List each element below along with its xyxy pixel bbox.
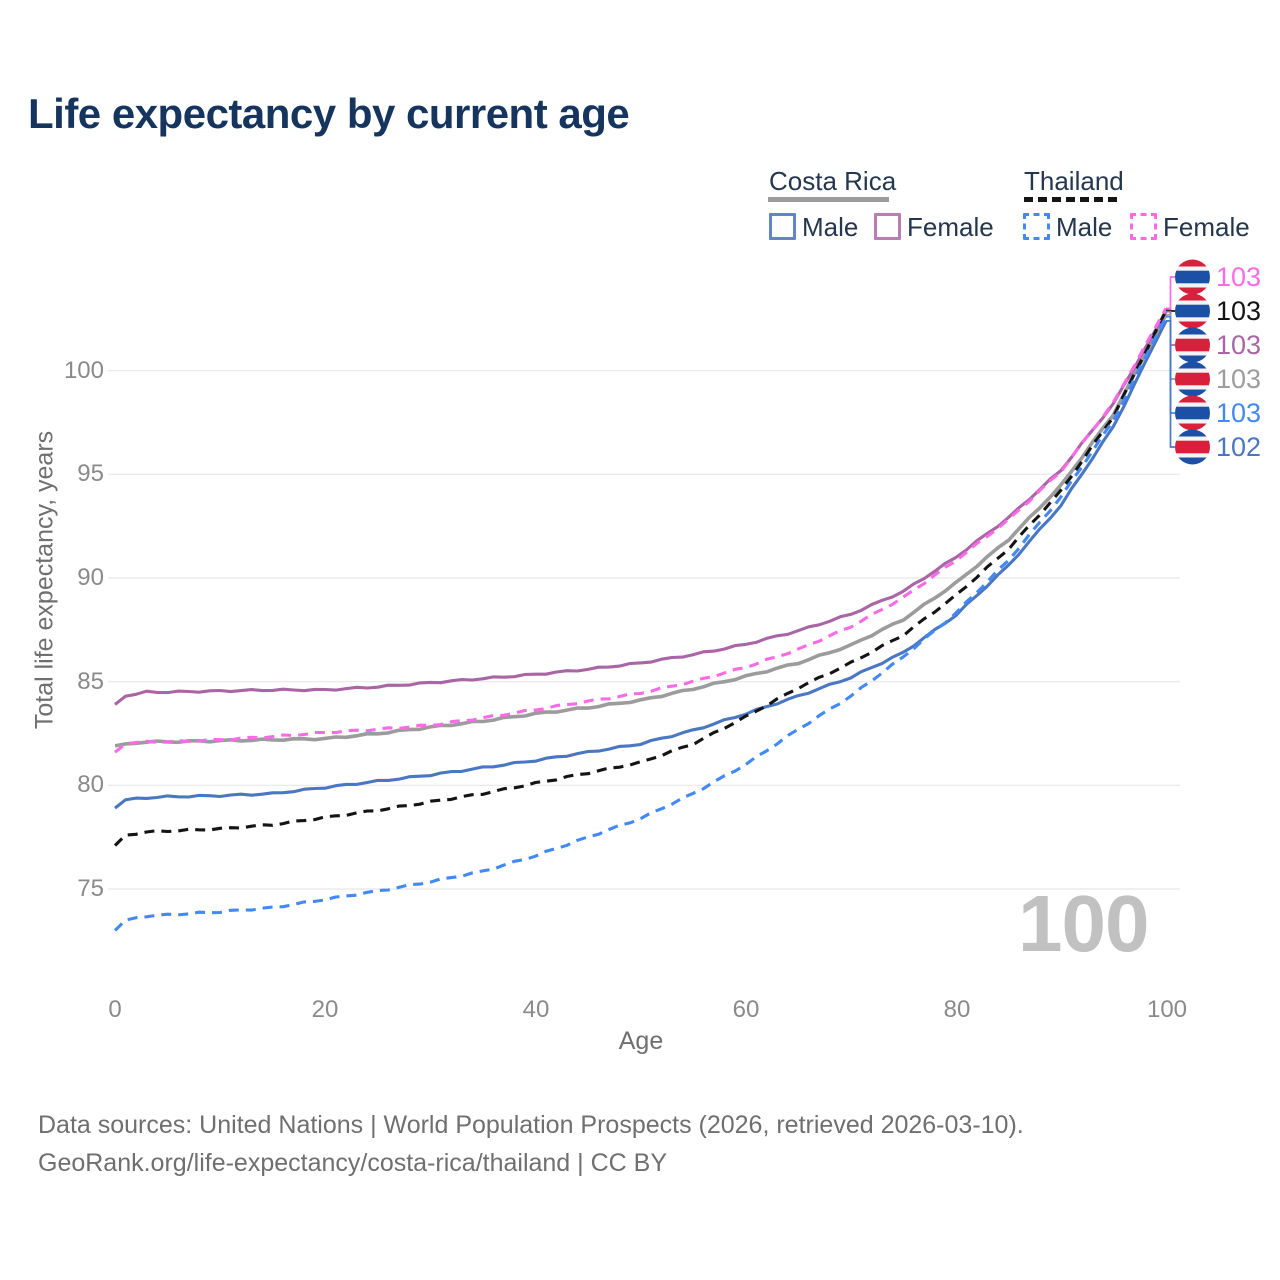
- legend-group-thailand: Thailand: [1024, 166, 1124, 196]
- x-tick-40: 40: [522, 996, 550, 1023]
- end-label-connector: [1166, 320, 1175, 448]
- series-line-thailand[interactable]: [113, 309, 1168, 847]
- end-value-thailand-male: 103: [1216, 398, 1262, 428]
- legend-item-label: Male: [1056, 212, 1113, 242]
- legend-item-thailand-female[interactable]: Female: [1130, 212, 1250, 242]
- y-tick-100: 100: [63, 357, 104, 384]
- legend-underline-dashed: [1024, 197, 1121, 202]
- attribution-note: GeoRank.org/life-expectancy/costa-rica/t…: [38, 1149, 668, 1177]
- y-axis-title: Total life expectancy, years: [30, 430, 59, 730]
- legend-swatch-icon[interactable]: [769, 213, 796, 240]
- x-tick-60: 60: [732, 996, 760, 1023]
- flag-icon-costa-rica: [1175, 361, 1210, 397]
- legend-group-costa-rica: Costa Rica: [769, 166, 897, 196]
- series-line-thailand-male[interactable]: [113, 316, 1168, 932]
- legend-item-costa-rica-female[interactable]: Female: [874, 212, 994, 242]
- end-label-connector: [1166, 276, 1175, 310]
- x-tick-100: 100: [1146, 996, 1188, 1023]
- x-tick-20: 20: [311, 996, 339, 1023]
- flag-icon-thailand: [1175, 395, 1210, 431]
- legend-item-thailand-male[interactable]: Male: [1023, 212, 1118, 242]
- legend-swatch-icon[interactable]: [874, 213, 901, 240]
- series-line-costa-rica-male[interactable]: [114, 320, 1168, 810]
- series-line-thailand-female[interactable]: [114, 307, 1168, 754]
- y-tick-95: 95: [77, 460, 104, 487]
- x-tick-80: 80: [943, 996, 971, 1023]
- legend-item-label: Male: [802, 212, 859, 242]
- legend-swatch-icon[interactable]: [1023, 213, 1050, 240]
- end-value-thailand-overall: 103: [1216, 296, 1262, 326]
- flag-icon-costa-rica: [1175, 327, 1210, 363]
- series-line-costa-rica-female[interactable]: [114, 310, 1168, 706]
- flag-icon-thailand: [1175, 293, 1210, 329]
- legend-underline-solid: [768, 197, 889, 202]
- legend-swatch-icon[interactable]: [1130, 213, 1157, 240]
- legend-item-label: Female: [907, 212, 994, 242]
- legend-item-costa-rica-male[interactable]: Male: [769, 212, 864, 242]
- end-value-costa-rica-female: 103: [1216, 330, 1262, 360]
- end-value-costa-rica-male: 102: [1216, 432, 1262, 462]
- series-line-costa-rica[interactable]: [114, 313, 1168, 748]
- y-tick-85: 85: [77, 668, 104, 695]
- y-tick-90: 90: [77, 564, 104, 591]
- end-value-costa-rica-overall: 103: [1216, 364, 1262, 394]
- x-axis-title: Age: [618, 1027, 664, 1055]
- end-value-thailand-female: 103: [1216, 262, 1262, 292]
- y-tick-80: 80: [77, 771, 104, 798]
- y-tick-75: 75: [77, 875, 104, 902]
- data-sources-note: Data sources: United Nations | World Pop…: [38, 1111, 1024, 1139]
- x-tick-0: 0: [108, 996, 122, 1023]
- legend-item-label: Female: [1163, 212, 1250, 242]
- flag-icon-costa-rica: [1175, 429, 1210, 465]
- page-title: Life expectancy by current age: [28, 90, 630, 137]
- age-cursor-watermark: 100: [1018, 879, 1149, 968]
- flag-icon-thailand: [1175, 259, 1210, 295]
